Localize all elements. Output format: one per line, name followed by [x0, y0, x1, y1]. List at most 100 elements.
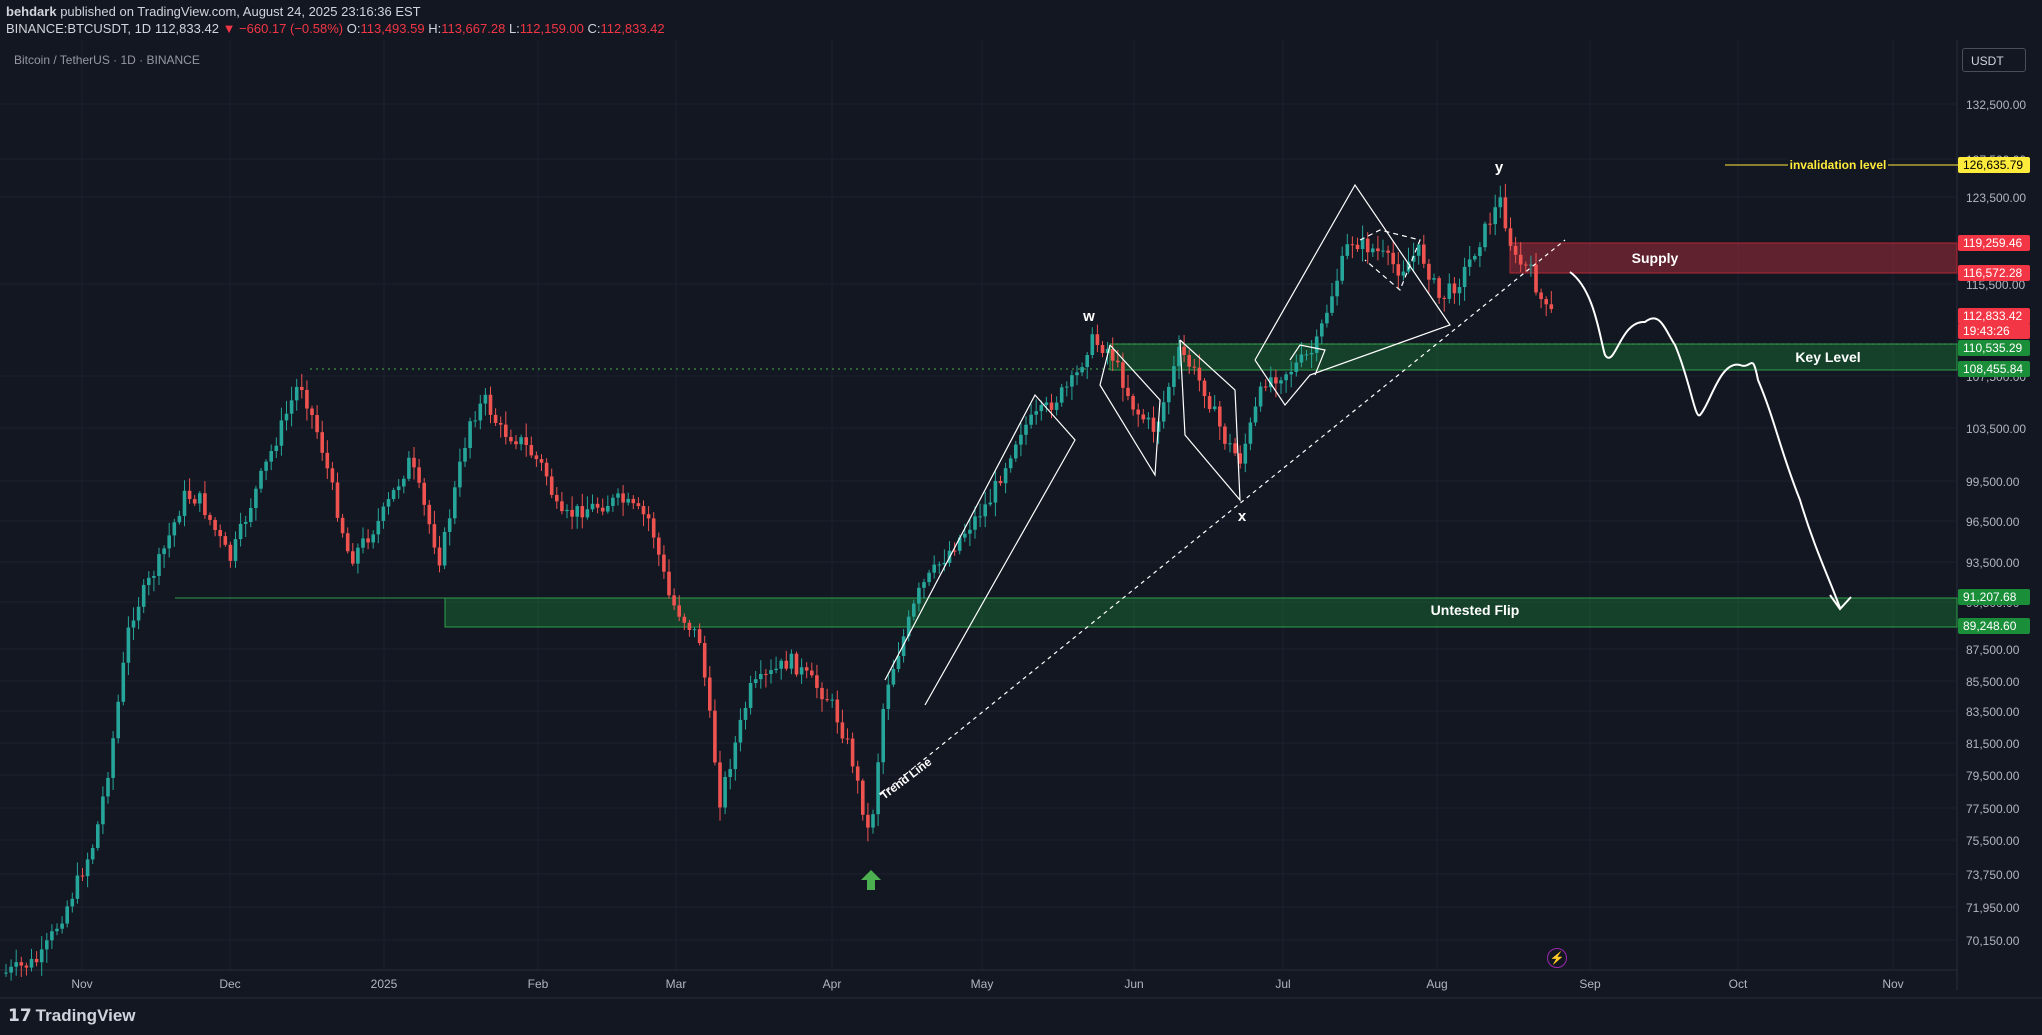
candle-body [1238, 453, 1242, 464]
candle-body [1274, 377, 1278, 384]
candle-body [1172, 366, 1176, 387]
candle-body [340, 517, 345, 534]
time-tick-label: Nov [1882, 977, 1903, 991]
candle-body [376, 520, 381, 535]
currency-selector[interactable]: USDT [1962, 48, 2026, 72]
candle-body [1411, 255, 1416, 262]
candle-body [942, 562, 947, 565]
time-tick-label: Oct [1729, 977, 1748, 991]
candle-body [1161, 402, 1166, 422]
candle-body [50, 931, 54, 941]
candle-body [305, 389, 309, 409]
candle-body [978, 516, 982, 518]
candle-body [198, 493, 202, 504]
candle-body [917, 587, 921, 604]
candle-body [728, 769, 732, 777]
impulse-channel [884, 393, 1076, 706]
publisher-name[interactable]: behdark [6, 4, 57, 19]
candle-body [651, 518, 656, 538]
wave-w-label: w [1082, 308, 1095, 325]
candle-body [131, 620, 136, 628]
price-label-supply: 116,572.28 [1963, 266, 2022, 280]
candle-body [1309, 352, 1314, 355]
price-tick-label: 123,500.00 [1966, 191, 2026, 205]
price-axis: 132,500.00127,500.00123,500.00115,500.00… [1966, 98, 2026, 948]
candle-body [1416, 244, 1421, 256]
candle-body [1447, 283, 1452, 299]
candle-body [708, 677, 712, 711]
rising-wedge [1254, 183, 1451, 407]
candle-body [1437, 278, 1441, 298]
candle-body [289, 400, 294, 414]
candle-body [570, 509, 574, 517]
candle-body [606, 505, 610, 512]
candle-body [657, 537, 661, 555]
candle-body [187, 490, 192, 500]
candle-body [1141, 414, 1146, 420]
candle-body [203, 493, 207, 516]
candle-body [1121, 362, 1125, 388]
candle-body [1024, 424, 1028, 435]
candle-body [141, 584, 146, 607]
candle-body [804, 667, 809, 671]
candle-body [881, 708, 885, 763]
lightning-icon[interactable]: ⚡ [1547, 948, 1567, 968]
candle-body [509, 436, 513, 442]
candle-body [1080, 367, 1084, 373]
candle-body [177, 515, 182, 523]
wave-y-label: y [1495, 159, 1504, 176]
candle-body [1167, 386, 1171, 403]
key-level-zone [1109, 343, 1958, 371]
candle-body [1442, 297, 1446, 299]
candle-body [560, 501, 564, 512]
candle-body [845, 738, 850, 740]
candle-body [208, 515, 212, 520]
candle-body [692, 629, 697, 631]
candle-body [1014, 444, 1018, 459]
candle-body [616, 493, 620, 498]
candle-body [315, 415, 319, 433]
candle-body [391, 490, 396, 500]
candle-body [157, 554, 161, 576]
candle-body [957, 537, 962, 551]
candle-body [233, 539, 238, 561]
candle-body [1269, 377, 1273, 388]
candle-body [743, 707, 748, 720]
price-label-bg [1958, 308, 2030, 324]
candle-body [381, 506, 386, 521]
candle-body [1151, 417, 1156, 432]
candle-body [1187, 355, 1191, 367]
candle-body [320, 432, 324, 453]
candle-body [402, 478, 406, 487]
candle-body [1340, 255, 1344, 281]
candle-body [524, 437, 528, 445]
candle-body [549, 476, 554, 495]
candle-body [631, 498, 636, 504]
candle-body [1330, 296, 1334, 313]
price-tick-label: 79,500.00 [1966, 769, 2020, 783]
supply-zone-label: Supply [1632, 250, 1679, 266]
candle-body [1075, 372, 1079, 376]
candle-body [1070, 375, 1074, 387]
price-tick-label: 115,500.00 [1966, 278, 2025, 292]
candle-body [1518, 254, 1523, 265]
candle-body [662, 554, 666, 572]
price-tick-label: 83,500.00 [1966, 705, 2020, 719]
candle-body [1044, 402, 1049, 406]
price-label-invalidation: 126,635.79 [1963, 158, 2023, 172]
price-label-bg [1958, 265, 2030, 281]
time-tick-label: Mar [666, 977, 687, 991]
candle-body [60, 923, 64, 929]
candle-body [866, 814, 870, 828]
candle-body [993, 480, 998, 503]
price-label-demand: 91,207.68 [1963, 590, 2017, 604]
candle-body [1065, 386, 1069, 388]
candle-body [1085, 355, 1089, 368]
trend-line-label: Trend Line [877, 755, 934, 803]
top-box-dashed [1359, 229, 1421, 292]
candle-body [1202, 380, 1207, 397]
projection-arrowhead [1829, 594, 1852, 611]
candle-body [1376, 248, 1380, 252]
candle-body [555, 494, 559, 502]
